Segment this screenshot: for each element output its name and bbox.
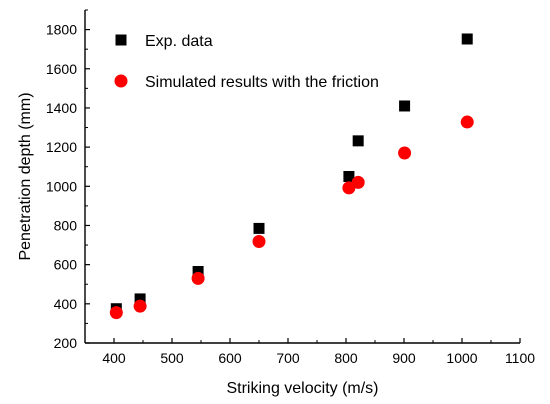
x-tick-label: 800: [334, 350, 358, 366]
simulated-data-point: [109, 306, 123, 320]
simulated-data-point: [398, 146, 412, 160]
exp-data-point: [134, 293, 146, 305]
y-tick-label: 1800: [46, 22, 77, 38]
legend-label: Simulated results with the friction: [145, 74, 379, 91]
simulated-data-point: [460, 115, 474, 129]
y-tick-label: 1600: [46, 61, 77, 77]
simulated-data-point: [133, 299, 147, 313]
legend: Exp. data Simulated results with the fric…: [114, 33, 379, 91]
exp-data-point: [192, 266, 204, 278]
y-tick-label: 800: [54, 217, 78, 233]
x-tick-label: 400: [102, 350, 126, 366]
simulated-data-point: [191, 271, 205, 285]
exp-data-point: [399, 100, 411, 112]
y-axis-title: Penetration depth (mm): [17, 92, 34, 260]
exp-data-point: [461, 33, 473, 45]
y-tick-labels: 200 400 600 800 1000 1200 1400 1600 1800: [46, 22, 77, 351]
data-points: [109, 33, 474, 320]
y-tick-label: 200: [54, 335, 78, 351]
x-tick-label: 700: [276, 350, 300, 366]
axes: [84, 10, 520, 344]
exp-data-point: [253, 222, 265, 234]
exp-data-point: [352, 135, 364, 147]
x-tick-label: 500: [160, 350, 184, 366]
y-tick-label: 600: [54, 257, 78, 273]
simulated-data-point: [351, 175, 365, 189]
y-tick-label: 1000: [46, 178, 77, 194]
simulated-data-point: [252, 235, 266, 249]
legend-marker-square: [115, 34, 127, 46]
x-tick-label: 1100: [505, 350, 535, 366]
x-tick-label: 900: [392, 350, 416, 366]
y-tick-label: 1400: [46, 100, 77, 116]
x-tick-label: 600: [218, 350, 242, 366]
exp-data-point: [343, 171, 355, 182]
x-axis-title: Striking velocity (m/s): [226, 380, 378, 397]
legend-label: Exp. data: [145, 33, 213, 50]
y-tick-label: 400: [54, 296, 78, 312]
y-tick-label: 1200: [46, 139, 77, 155]
tick-marks: [85, 9, 521, 344]
x-tick-labels: 400 500 600 700 800 900 1000 1100: [102, 350, 535, 366]
legend-marker-circle: [114, 74, 128, 88]
x-tick-label: 1000: [446, 350, 477, 366]
